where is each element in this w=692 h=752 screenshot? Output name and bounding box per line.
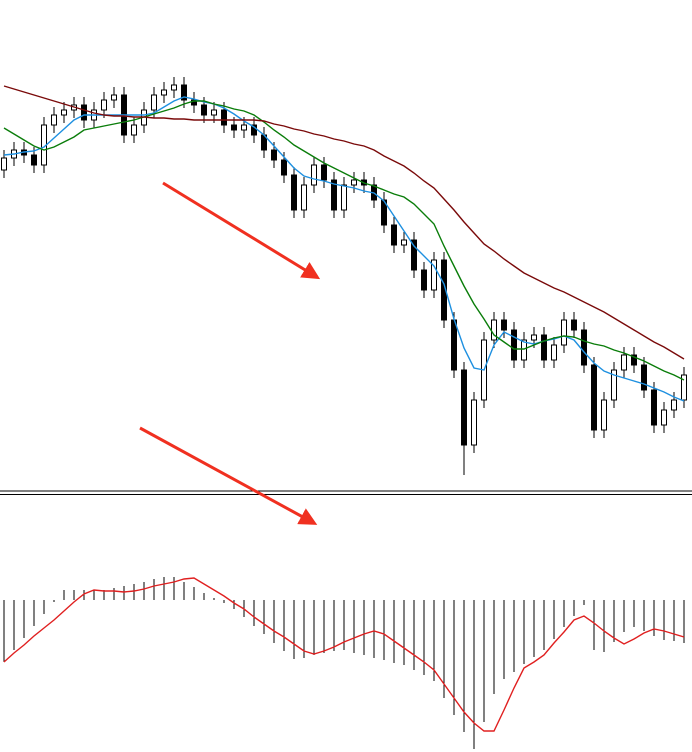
candle-body [331,179,337,211]
candle-body [311,164,317,186]
candle-body [591,364,597,431]
candle-body [61,109,67,116]
candle-body [611,369,617,401]
candle-body [301,184,307,211]
candle-body [471,399,477,446]
price-panel [1,77,687,475]
candle-body [151,94,157,111]
candle-body [461,369,467,446]
candle-body [51,114,57,126]
trend-arrow [162,181,321,280]
candle-body [241,124,247,131]
candle-body [401,239,407,246]
candle-body [31,154,37,166]
trend-arrow [139,426,318,525]
indicator-line [3,85,685,360]
candle-body [191,99,197,106]
candle-body [161,89,167,96]
candle-body [441,259,447,321]
indicator-line [3,100,685,381]
candle-body [181,84,187,101]
candle-body [221,109,227,126]
candle-body [531,334,537,341]
candle-body [281,159,287,176]
candle-body [601,399,607,431]
candle-body [421,269,427,291]
candle-body [561,319,567,346]
candle-body [351,179,357,186]
candle-body [681,374,687,401]
candle-body [171,84,177,91]
candle-body [111,94,117,101]
candle-body [321,164,327,181]
candle-body [291,174,297,211]
candle-body [651,389,657,426]
candle-body [231,124,237,131]
candle-body [101,99,107,111]
candle-body [551,344,557,361]
candle-body [501,319,507,331]
oscillator-panel [3,577,685,749]
candle-body [621,354,627,371]
candle-body [271,149,277,161]
candle-body [541,334,547,361]
indicator-line [3,96,685,402]
candle-body [411,239,417,271]
candle-body [581,329,587,366]
candle-body [671,399,677,411]
candle-body [571,319,577,331]
candle-body [641,364,647,391]
candle-body [391,224,397,246]
candle-body [201,104,207,116]
candle-body [251,124,257,136]
candle-body [341,184,347,211]
candle-body [451,319,457,371]
candle-body [131,124,137,136]
candle-body [511,329,517,361]
candle-body [81,104,87,121]
candle-body [1,157,7,171]
candle-body [521,339,527,361]
candle-body [661,409,667,426]
candle-body [381,199,387,226]
candle-body [631,354,637,366]
candle-body [211,109,217,116]
candle-body [431,259,437,291]
indicator-line [3,577,685,732]
